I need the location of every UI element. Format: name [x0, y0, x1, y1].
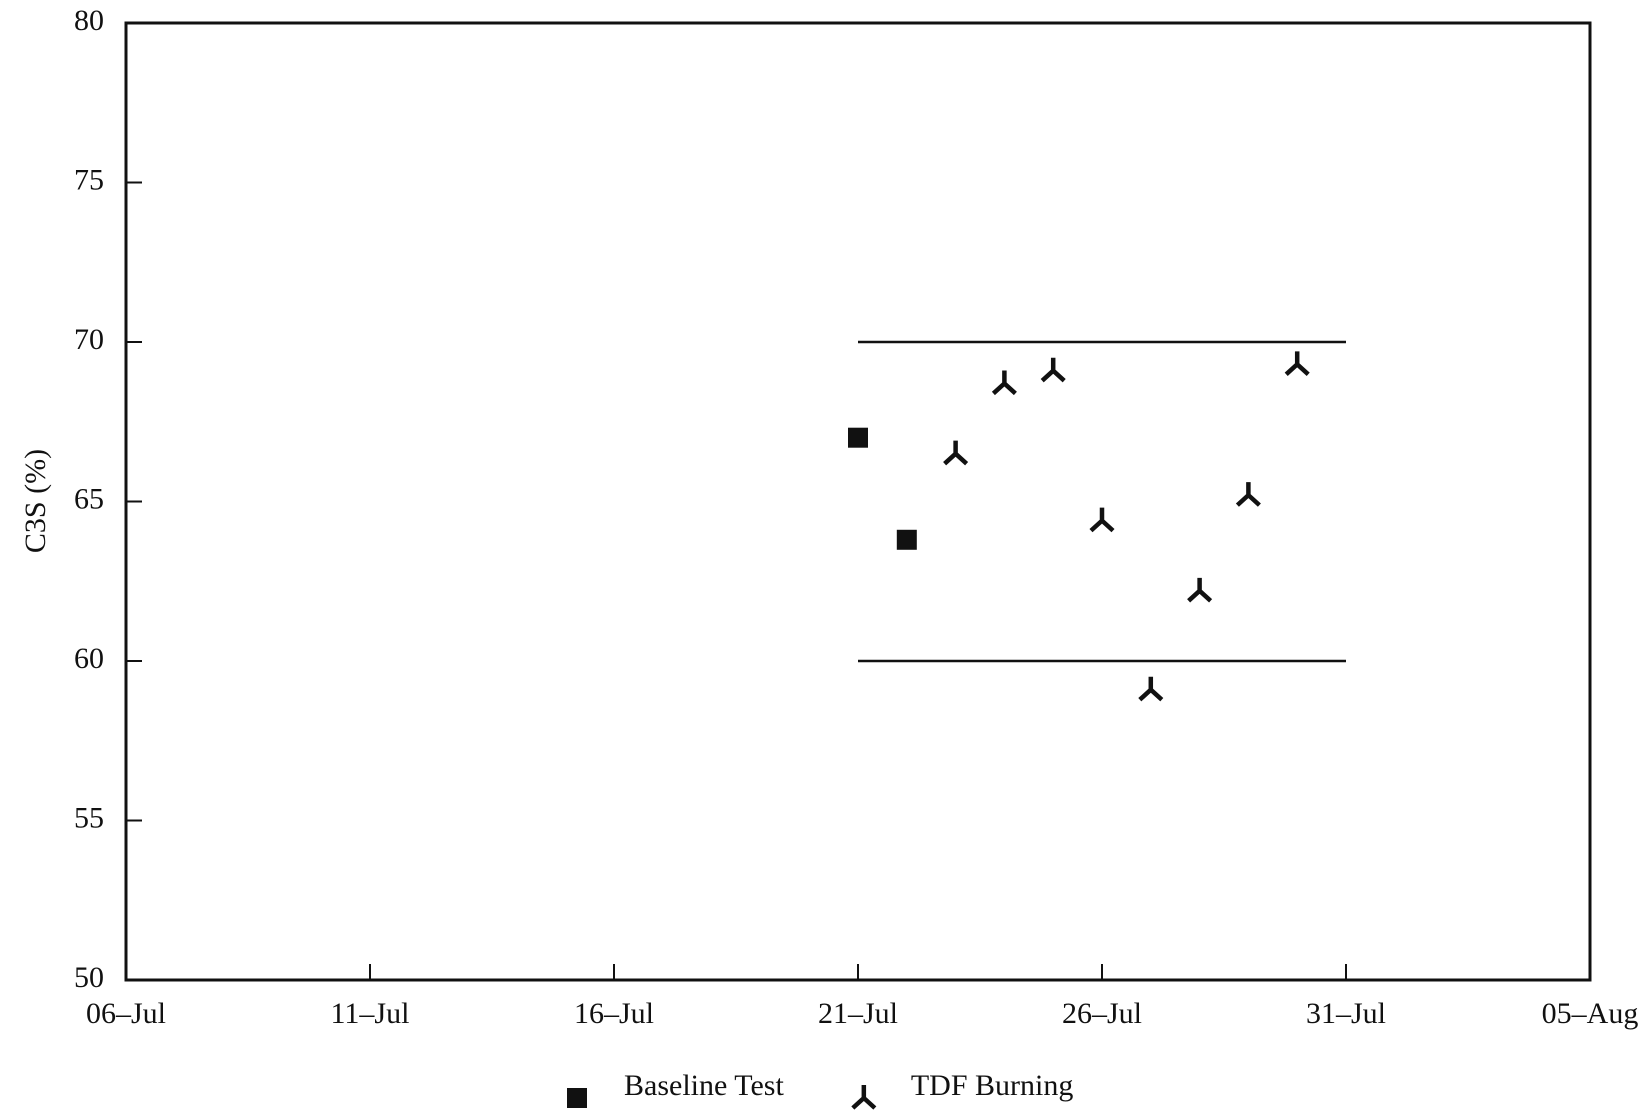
point	[1138, 676, 1164, 702]
y-tick-label: 60	[74, 642, 104, 675]
legend-marker	[567, 1088, 587, 1108]
point	[991, 370, 1017, 396]
point	[943, 440, 969, 466]
y-tick-label: 65	[74, 482, 104, 515]
y-tick-label: 55	[74, 801, 104, 834]
point	[1040, 357, 1066, 383]
legend-label: TDF Burning	[911, 1069, 1074, 1102]
legend-marker	[851, 1085, 877, 1110]
x-tick-label: 16–Jul	[574, 997, 654, 1030]
x-tick-label: 05–Aug	[1542, 997, 1639, 1030]
x-tick-label: 26–Jul	[1062, 997, 1142, 1030]
y-tick-label: 75	[74, 163, 104, 196]
point	[848, 427, 868, 448]
y-tick-label: 80	[74, 4, 104, 37]
x-tick-label: 11–Jul	[331, 997, 410, 1030]
plot-frame	[124, 21, 1592, 982]
point	[896, 529, 917, 550]
x-tick-label: 31–Jul	[1306, 997, 1386, 1030]
point	[1235, 482, 1261, 507]
y-tick-label: 50	[74, 961, 104, 994]
point	[1089, 507, 1115, 533]
point	[1187, 577, 1213, 603]
y-axis-label: C3S (%)	[19, 449, 52, 553]
legend-label: Baseline Test	[624, 1069, 784, 1102]
x-tick-label: 06–Jul	[86, 997, 166, 1030]
y-tick-label: 70	[74, 323, 104, 356]
x-tick-label: 21–Jul	[818, 997, 898, 1030]
point	[1284, 351, 1310, 376]
